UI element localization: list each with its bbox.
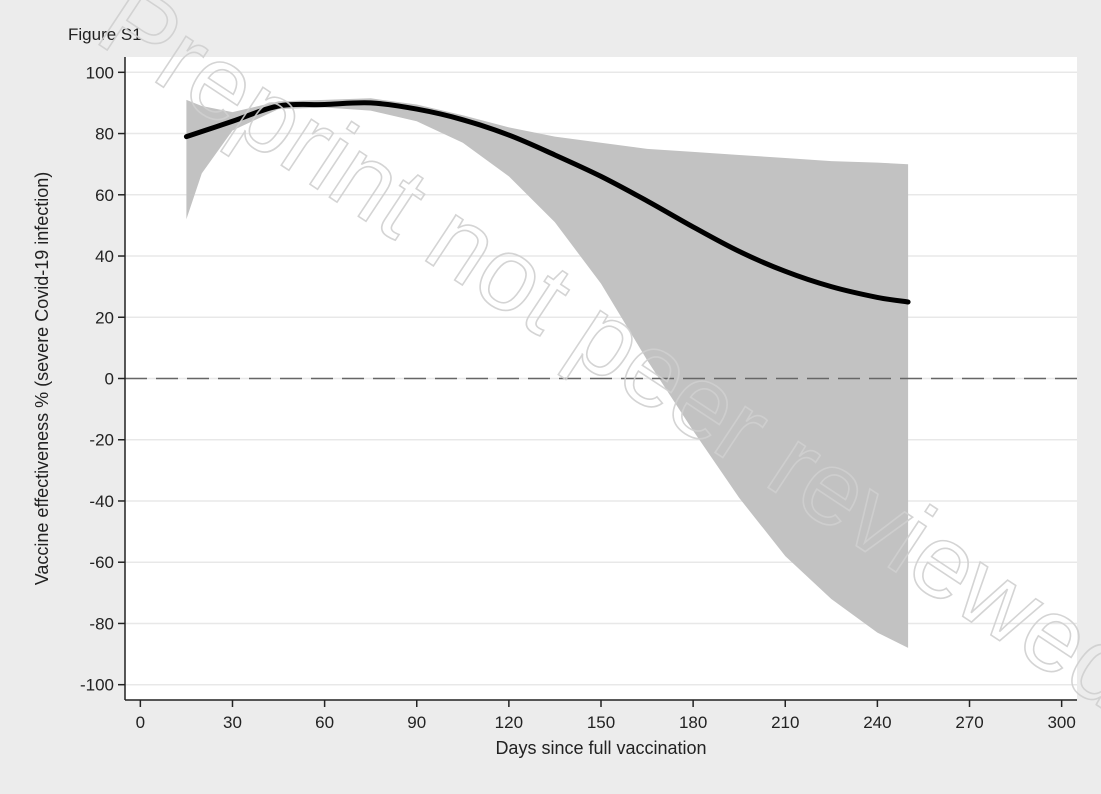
y-tick-label: 40 — [95, 247, 114, 266]
y-tick-label: -80 — [89, 614, 114, 633]
x-tick-label: 150 — [587, 713, 615, 732]
confidence-band — [186, 98, 909, 648]
y-tick-label: -100 — [80, 676, 114, 695]
x-tick-label: 0 — [136, 713, 145, 732]
y-axis-title: Vaccine effectiveness % (severe Covid-19… — [32, 172, 52, 586]
series-line-layer — [183, 100, 911, 305]
y-tick-label: 0 — [105, 370, 114, 389]
x-tick-label: 210 — [771, 713, 799, 732]
y-tick-label: 20 — [95, 308, 114, 327]
y-tick-label: -40 — [89, 492, 114, 511]
y-tick-label: -20 — [89, 431, 114, 450]
x-tick-label: 90 — [407, 713, 426, 732]
vaccine-effectiveness-line — [183, 100, 911, 305]
x-tick-label: 270 — [955, 713, 983, 732]
y-tick-label: 100 — [86, 63, 114, 82]
x-tick-label: 240 — [863, 713, 891, 732]
x-tick-label: 60 — [315, 713, 334, 732]
y-tick-label: 60 — [95, 186, 114, 205]
x-tick-label: 30 — [223, 713, 242, 732]
x-tick-label: 300 — [1047, 713, 1075, 732]
axes: 100 80 60 40 20 0 -20 -40 -60 -80 -100 0 30 60 90 120 15… — [80, 57, 1077, 732]
figure-label: Figure S1 — [68, 25, 142, 44]
y-tick-label: 80 — [95, 125, 114, 144]
x-axis-title: Days since full vaccination — [495, 738, 706, 758]
x-tick-label: 120 — [495, 713, 523, 732]
x-tick-label: 180 — [679, 713, 707, 732]
y-tick-label: -60 — [89, 553, 114, 572]
confidence-band-layer — [186, 98, 909, 648]
